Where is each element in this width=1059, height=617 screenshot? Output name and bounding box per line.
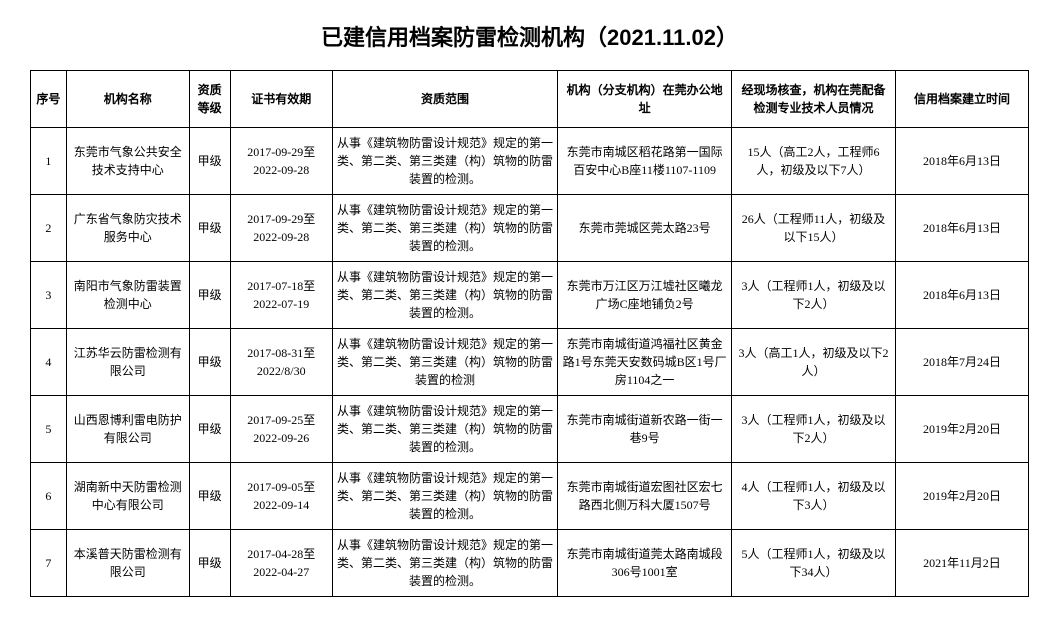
cell-staff: 15人（高工2人，工程师6人，初级及以下7人） <box>732 128 896 195</box>
header-date: 信用档案建立时间 <box>895 71 1028 128</box>
cell-scope: 从事《建筑物防雷设计规范》规定的第一类、第二类、第三类建（构）筑物的防雷装置的检… <box>332 128 557 195</box>
cell-grade: 甲级 <box>189 195 230 262</box>
header-validity: 证书有效期 <box>230 71 332 128</box>
header-scope: 资质范围 <box>332 71 557 128</box>
cell-name: 东莞市气象公共安全技术支持中心 <box>66 128 189 195</box>
cell-seq: 7 <box>31 530 67 597</box>
cell-date: 2019年2月20日 <box>895 463 1028 530</box>
cell-address: 东莞市莞城区莞太路23号 <box>558 195 732 262</box>
cell-grade: 甲级 <box>189 262 230 329</box>
header-address: 机构（分支机构）在莞办公地址 <box>558 71 732 128</box>
cell-staff: 3人（工程师1人，初级及以下2人） <box>732 396 896 463</box>
cell-scope: 从事《建筑物防雷设计规范》规定的第一类、第二类、第三类建（构）筑物的防雷装置的检… <box>332 530 557 597</box>
cell-date: 2018年6月13日 <box>895 262 1028 329</box>
cell-grade: 甲级 <box>189 530 230 597</box>
cell-staff: 3人（工程师1人，初级及以下2人） <box>732 262 896 329</box>
cell-scope: 从事《建筑物防雷设计规范》规定的第一类、第二类、第三类建（构）筑物的防雷装置的检… <box>332 262 557 329</box>
cell-validity: 2017-09-29至2022-09-28 <box>230 128 332 195</box>
cell-date: 2018年7月24日 <box>895 329 1028 396</box>
cell-scope: 从事《建筑物防雷设计规范》规定的第一类、第二类、第三类建（构）筑物的防雷装置的检… <box>332 463 557 530</box>
header-name: 机构名称 <box>66 71 189 128</box>
table-row: 4江苏华云防雷检测有限公司甲级2017-08-31至2022/8/30从事《建筑… <box>31 329 1029 396</box>
cell-seq: 1 <box>31 128 67 195</box>
cell-scope: 从事《建筑物防雷设计规范》规定的第一类、第二类、第三类建（构）筑物的防雷装置的检… <box>332 396 557 463</box>
cell-date: 2021年11月2日 <box>895 530 1028 597</box>
cell-staff: 4人（工程师1人，初级及以下3人） <box>732 463 896 530</box>
cell-seq: 6 <box>31 463 67 530</box>
cell-date: 2019年2月20日 <box>895 396 1028 463</box>
cell-scope: 从事《建筑物防雷设计规范》规定的第一类、第二类、第三类建（构）筑物的防雷装置的检… <box>332 329 557 396</box>
cell-validity: 2017-07-18至2022-07-19 <box>230 262 332 329</box>
table-row: 7本溪普天防雷检测有限公司甲级2017-04-28至2022-04-27从事《建… <box>31 530 1029 597</box>
cell-address: 东莞市南城街道新农路一街一巷9号 <box>558 396 732 463</box>
cell-name: 本溪普天防雷检测有限公司 <box>66 530 189 597</box>
table-row: 1东莞市气象公共安全技术支持中心甲级2017-09-29至2022-09-28从… <box>31 128 1029 195</box>
cell-grade: 甲级 <box>189 329 230 396</box>
cell-name: 湖南新中天防雷检测中心有限公司 <box>66 463 189 530</box>
cell-validity: 2017-09-05至2022-09-14 <box>230 463 332 530</box>
cell-address: 东莞市万江区万江墟社区曦龙广场C座地铺负2号 <box>558 262 732 329</box>
cell-address: 东莞市南城街道鸿福社区黄金路1号东莞天安数码城B区1号厂房1104之一 <box>558 329 732 396</box>
cell-date: 2018年6月13日 <box>895 195 1028 262</box>
cell-staff: 3人（高工1人，初级及以下2人） <box>732 329 896 396</box>
cell-address: 东莞市南城街道宏图社区宏七路西北侧万科大厦1507号 <box>558 463 732 530</box>
cell-date: 2018年6月13日 <box>895 128 1028 195</box>
cell-seq: 2 <box>31 195 67 262</box>
page-title: 已建信用档案防雷检测机构（2021.11.02） <box>30 20 1029 52</box>
table-row: 3南阳市气象防雷装置检测中心甲级2017-07-18至2022-07-19从事《… <box>31 262 1029 329</box>
cell-name: 山西恩博利雷电防护有限公司 <box>66 396 189 463</box>
table-row: 6湖南新中天防雷检测中心有限公司甲级2017-09-05至2022-09-14从… <box>31 463 1029 530</box>
cell-scope: 从事《建筑物防雷设计规范》规定的第一类、第二类、第三类建（构）筑物的防雷装置的检… <box>332 195 557 262</box>
cell-grade: 甲级 <box>189 463 230 530</box>
data-table: 序号 机构名称 资质等级 证书有效期 资质范围 机构（分支机构）在莞办公地址 经… <box>30 70 1029 597</box>
cell-address: 东莞市南城区稻花路第一国际百安中心B座11楼1107-1109 <box>558 128 732 195</box>
table-row: 5山西恩博利雷电防护有限公司甲级2017-09-25至2022-09-26从事《… <box>31 396 1029 463</box>
table-header: 序号 机构名称 资质等级 证书有效期 资质范围 机构（分支机构）在莞办公地址 经… <box>31 71 1029 128</box>
cell-name: 广东省气象防灾技术服务中心 <box>66 195 189 262</box>
cell-validity: 2017-09-29至2022-09-28 <box>230 195 332 262</box>
header-seq: 序号 <box>31 71 67 128</box>
cell-validity: 2017-04-28至2022-04-27 <box>230 530 332 597</box>
cell-seq: 3 <box>31 262 67 329</box>
header-grade: 资质等级 <box>189 71 230 128</box>
cell-grade: 甲级 <box>189 128 230 195</box>
cell-staff: 26人（工程师11人，初级及以下15人） <box>732 195 896 262</box>
cell-validity: 2017-09-25至2022-09-26 <box>230 396 332 463</box>
cell-grade: 甲级 <box>189 396 230 463</box>
table-row: 2广东省气象防灾技术服务中心甲级2017-09-29至2022-09-28从事《… <box>31 195 1029 262</box>
cell-name: 南阳市气象防雷装置检测中心 <box>66 262 189 329</box>
cell-seq: 4 <box>31 329 67 396</box>
header-staff: 经现场核查，机构在莞配备检测专业技术人员情况 <box>732 71 896 128</box>
cell-address: 东莞市南城街道莞太路南城段306号1001室 <box>558 530 732 597</box>
table-body: 1东莞市气象公共安全技术支持中心甲级2017-09-29至2022-09-28从… <box>31 128 1029 597</box>
cell-validity: 2017-08-31至2022/8/30 <box>230 329 332 396</box>
cell-staff: 5人（工程师1人，初级及以下34人） <box>732 530 896 597</box>
header-row: 序号 机构名称 资质等级 证书有效期 资质范围 机构（分支机构）在莞办公地址 经… <box>31 71 1029 128</box>
cell-name: 江苏华云防雷检测有限公司 <box>66 329 189 396</box>
cell-seq: 5 <box>31 396 67 463</box>
